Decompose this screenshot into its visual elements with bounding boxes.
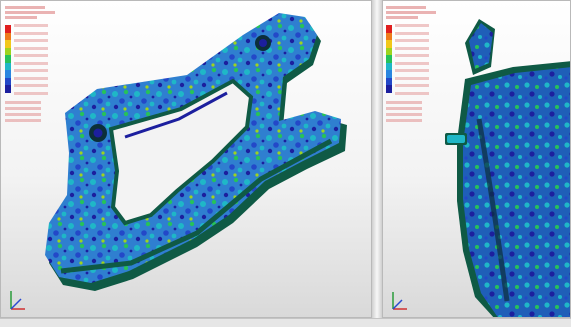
contour-band-value [14,91,48,95]
contour-band [386,70,392,78]
contour-band [386,85,392,93]
legend-footer-line [386,106,422,110]
contour-band [386,32,392,40]
viewport-divider[interactable] [372,0,382,318]
legend-footer-line [386,112,422,116]
contour-band [5,77,11,85]
contour-band [5,70,11,78]
contour-legend-right [386,5,444,125]
contour-band-value [14,39,48,42]
contour-band [5,25,11,33]
housing-ear [469,23,493,69]
legend-footer-line [5,100,41,104]
right-viewport[interactable] [382,0,571,318]
contour-band [5,62,11,70]
contour-band-value [14,61,48,65]
legend-header-line [386,11,436,14]
contour-band-value [395,24,429,27]
contour-band-value [14,46,48,50]
legend-header-line [5,11,55,14]
contour-band [386,55,392,63]
legend-header [5,6,63,25]
contour-band-value [14,24,48,27]
legend-footer-line [5,112,41,116]
legend-footer-line [386,100,422,104]
legend-footer-line [5,106,41,110]
contour-band-value [14,76,48,80]
contour-band [386,77,392,85]
contour-color-bar [5,25,11,93]
caliper-bracket-model[interactable] [1,1,372,318]
contour-band-value [395,54,429,57]
contour-band-value [14,31,48,35]
contour-band-value [395,39,429,42]
contour-band-value [395,31,429,35]
contour-band [5,47,11,55]
legend-header-line [5,16,37,19]
contour-band [386,47,392,55]
legend-footer [386,100,444,122]
contour-band-value [395,84,429,87]
contour-band [5,55,11,63]
contour-band-value [14,84,48,87]
xyz-axis-triad-icon [392,292,407,310]
contour-band [5,40,11,48]
contour-band [386,40,392,48]
contour-legend-left [5,5,63,125]
legend-header-line [5,6,45,9]
legend-footer-line [386,118,422,122]
status-strip [0,318,571,327]
legend-header [386,6,444,25]
contour-band-value [395,76,429,80]
contour-band-value [395,61,429,65]
legend-footer-line [5,118,41,122]
housing-surface [463,67,570,317]
legend-header-line [386,6,426,9]
legend-header-line [386,16,418,19]
contour-band [5,32,11,40]
caliper-housing-model[interactable] [383,1,571,318]
left-viewport[interactable] [0,0,372,318]
contour-band-value [395,46,429,50]
contour-band [386,25,392,33]
legend-footer [5,100,63,122]
contour-band-value [14,54,48,57]
contour-band [386,62,392,70]
contour-band [5,85,11,93]
contour-band-value [395,91,429,95]
contour-band-value [395,69,429,72]
xyz-axis-triad-icon [10,291,25,310]
contour-color-bar [386,25,392,93]
contour-band-value [14,69,48,72]
